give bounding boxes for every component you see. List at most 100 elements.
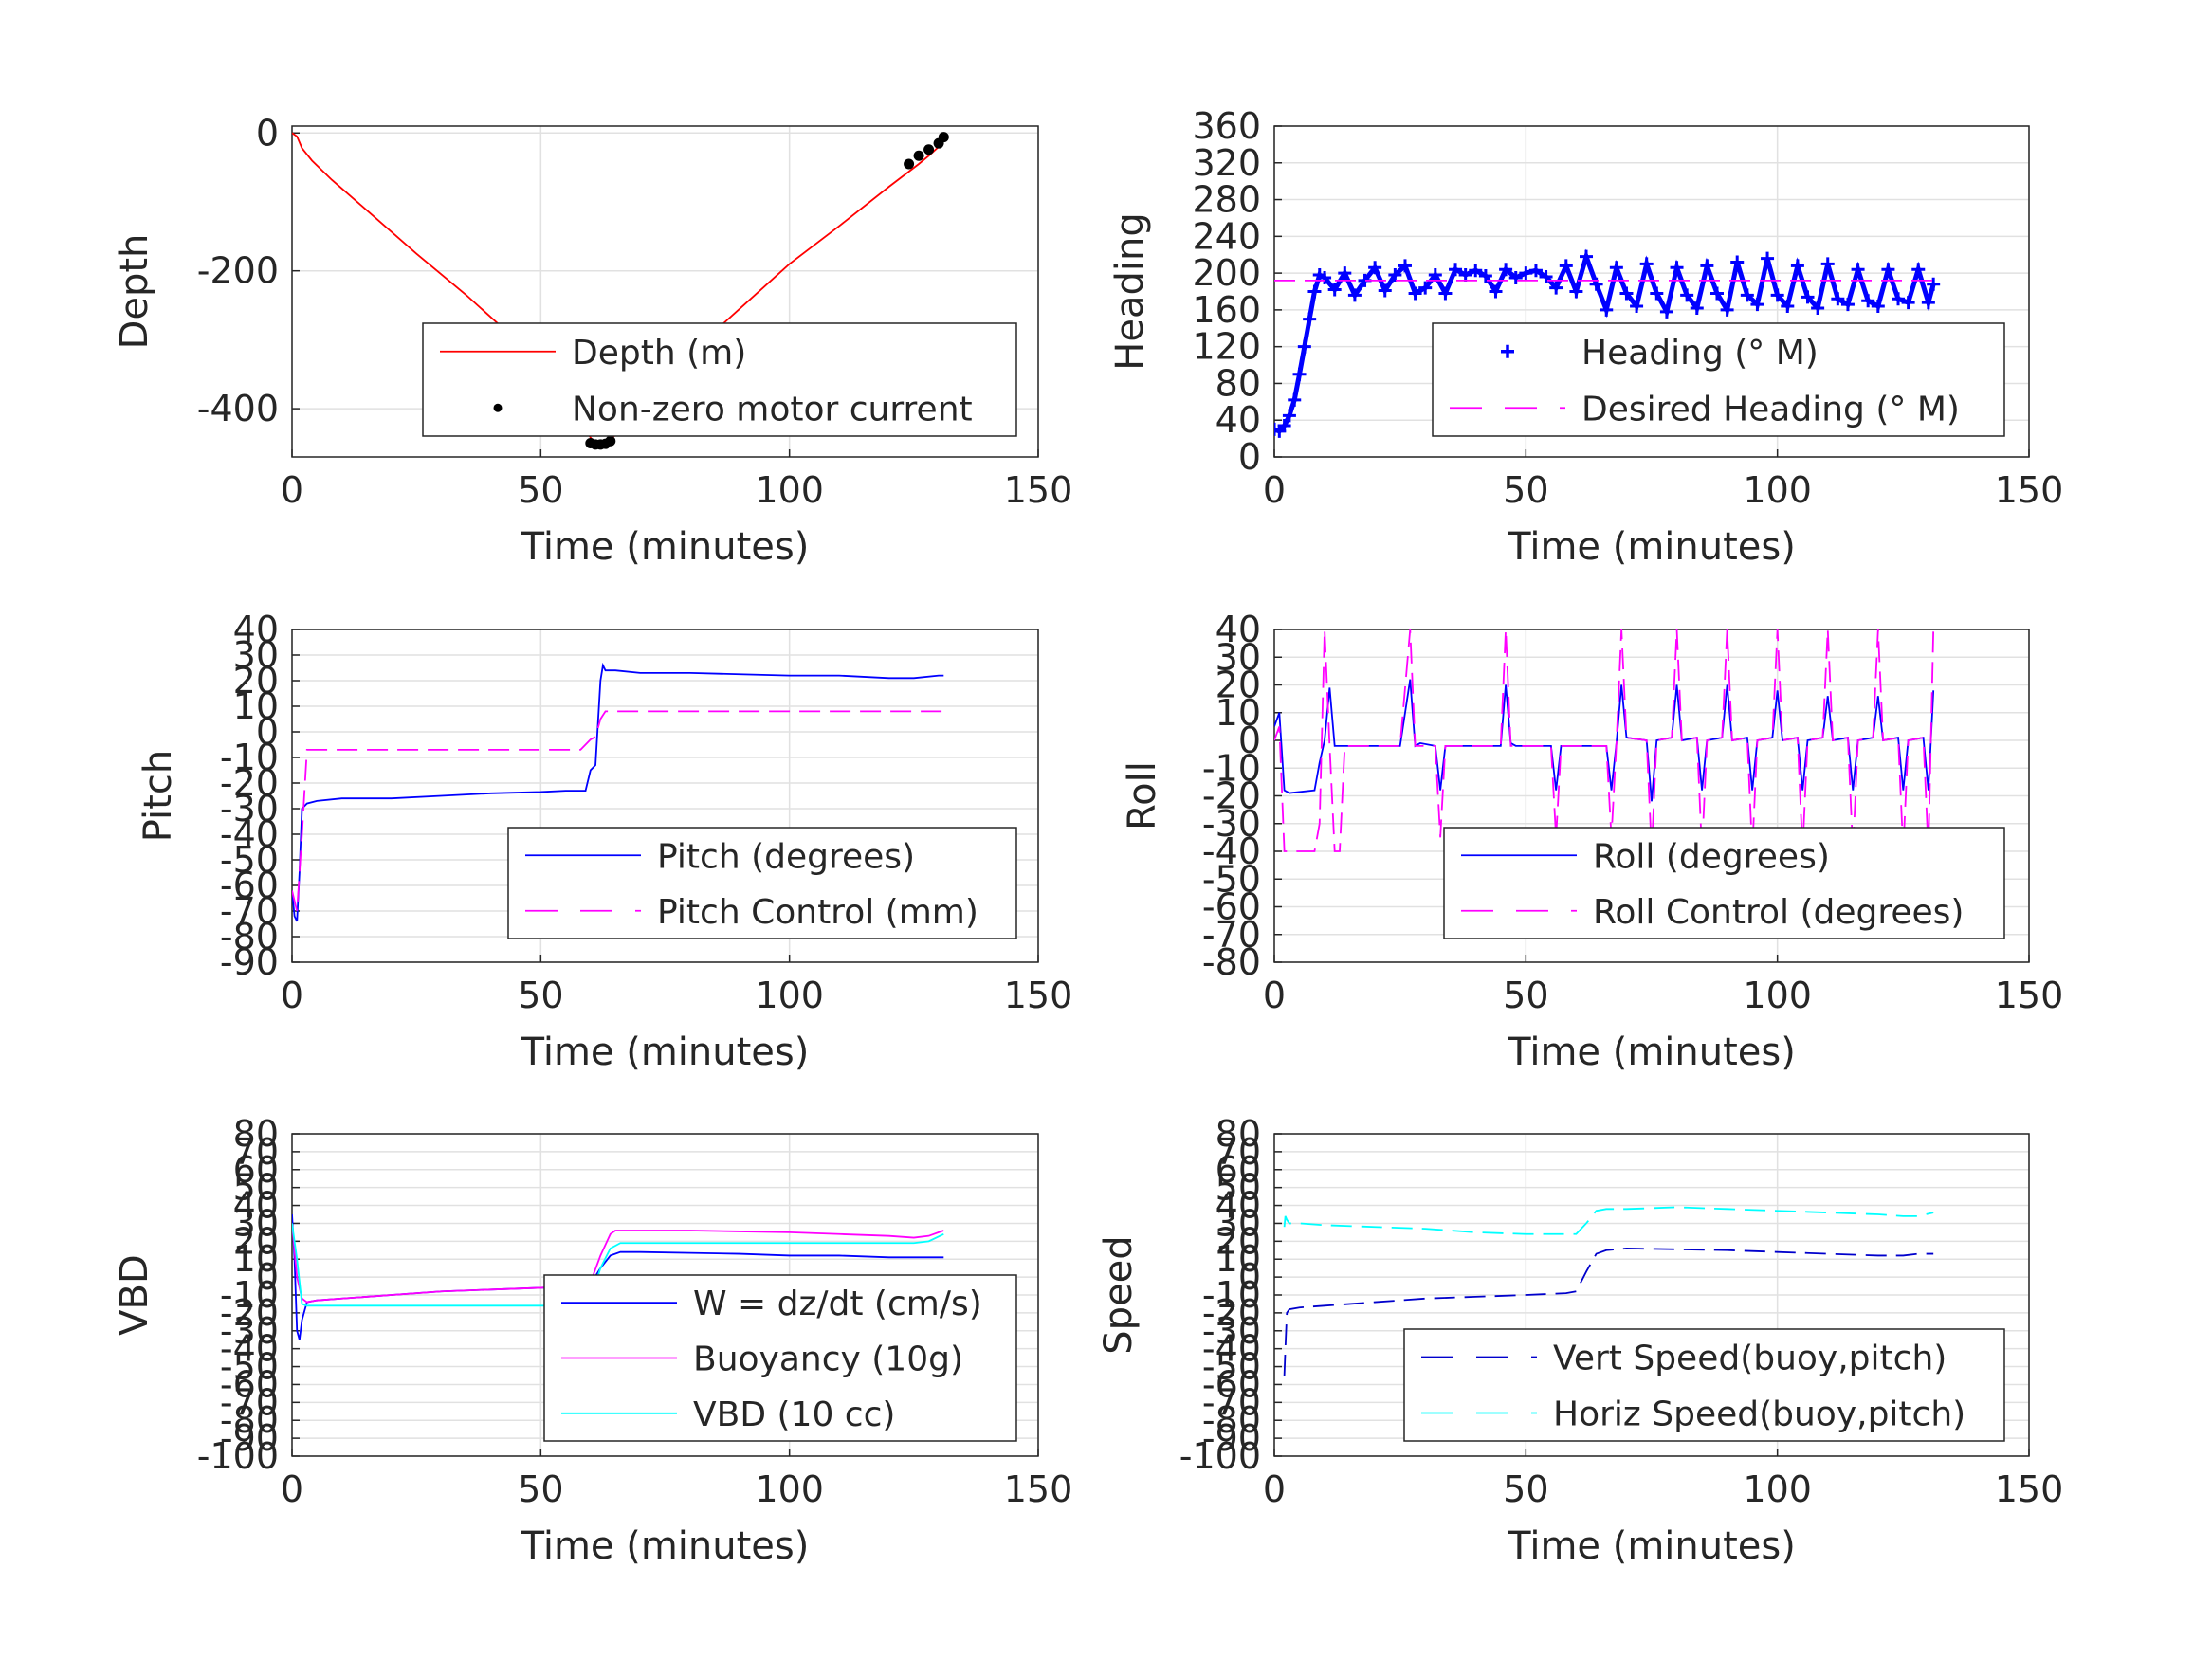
legend-label: Depth (m) (572, 334, 746, 373)
vbd-ylabel: VBD (113, 1254, 156, 1336)
data-point (1589, 277, 1603, 291)
legend-box (1432, 322, 2005, 437)
y-tick-label: 60 (233, 1149, 279, 1191)
y-tick-label: -30 (220, 1310, 279, 1352)
legend-label: Desired Heading (° M) (1581, 390, 1960, 428)
y-tick-label: -80 (220, 916, 279, 957)
data-point (1790, 259, 1804, 273)
depth-plot-area (292, 132, 949, 450)
y-tick-label: 30 (1216, 636, 1261, 678)
y-tick-label: 60 (1216, 1149, 1261, 1191)
vbd-series-2 (292, 1223, 944, 1304)
y-tick-label: 20 (1216, 665, 1261, 706)
data-point (1619, 286, 1634, 301)
data-point (913, 150, 924, 161)
y-tick-label: -40 (220, 1328, 279, 1370)
data-point (938, 132, 949, 143)
y-tick-label: 0 (256, 112, 279, 154)
depth-legend: Depth (m) Non-zero motor current (422, 322, 1017, 437)
data-point (1670, 261, 1684, 275)
y-tick-label: -10 (220, 737, 279, 778)
data-point (1820, 257, 1835, 271)
y-tick-label: -100 (1179, 1435, 1261, 1477)
data-point (1288, 392, 1302, 407)
data-point (904, 158, 915, 170)
y-tick-label: -200 (197, 250, 279, 292)
data-point (1690, 301, 1704, 315)
y-tick-label: -20 (1202, 775, 1261, 817)
x-tick-label: 100 (1743, 469, 1812, 511)
x-tick-label: 0 (1263, 1468, 1286, 1510)
x-tick-label: 150 (1004, 975, 1073, 1016)
y-tick-label: 80 (1216, 1113, 1261, 1155)
y-tick-label: 40 (1216, 1185, 1261, 1227)
data-point (1609, 261, 1623, 275)
data-point (1559, 259, 1573, 273)
x-tick-label: 0 (281, 469, 303, 511)
y-tick-label: -70 (1202, 914, 1261, 956)
data-point (605, 435, 616, 447)
y-tick-label: -70 (220, 890, 279, 932)
data-point (1388, 268, 1402, 283)
y-tick-label: 30 (233, 1202, 279, 1244)
data-point (1478, 269, 1492, 283)
y-tick-label: -80 (220, 1399, 279, 1441)
speed-series-2 (1283, 1206, 1934, 1235)
data-point (1770, 288, 1784, 302)
data-point (1489, 284, 1503, 299)
roll-chart: 0 50 100 150403020100-10-20-30-40-50-60-70-… (1121, 609, 2063, 1074)
y-tick-label: 360 (1192, 105, 1261, 147)
legend-label: Pitch Control (mm) (657, 893, 978, 932)
legend-marker (493, 403, 503, 412)
legend-box (422, 322, 1017, 437)
x-tick-label: 50 (1503, 1468, 1548, 1510)
data-point (923, 144, 935, 155)
y-tick-label: -90 (220, 1417, 279, 1459)
data-point (1801, 290, 1815, 304)
y-tick-label: -40 (220, 813, 279, 855)
y-tick-label: -80 (1202, 941, 1261, 983)
pitch-plot-area (292, 662, 944, 922)
data-point (1499, 263, 1513, 277)
y-tick-label: 10 (1216, 1238, 1261, 1280)
y-tick-label: 40 (1216, 609, 1261, 650)
y-tick-label: -90 (220, 941, 279, 983)
data-point (1730, 255, 1745, 269)
speed-legend: Vert Speed(buoy,pitch) Horiz Speed(buoy,p… (1403, 1328, 2005, 1442)
legend-box (507, 827, 1017, 939)
pitch-xlabel: Time (minutes) (521, 1030, 810, 1074)
y-tick-label: 80 (233, 1113, 279, 1155)
y-tick-label: -50 (220, 839, 279, 881)
data-point (1303, 312, 1317, 326)
y-tick-label: 0 (1238, 1256, 1261, 1298)
legend-box (1443, 827, 2005, 939)
y-tick-label: 20 (233, 660, 279, 702)
pitch-series-1 (292, 662, 944, 922)
y-tick-label: 70 (233, 1131, 279, 1173)
data-point (1408, 286, 1422, 301)
x-tick-label: 100 (755, 1468, 824, 1510)
y-tick-label: -90 (1202, 1417, 1261, 1459)
legend-label: Roll Control (degrees) (1593, 893, 1964, 932)
heading-xlabel: Time (minutes) (1507, 525, 1796, 569)
data-point (1680, 288, 1694, 302)
y-tick-label: 20 (233, 1220, 279, 1262)
data-point (1851, 263, 1865, 277)
data-point (1327, 283, 1342, 297)
x-tick-label: 150 (1995, 469, 2064, 511)
data-point (1650, 286, 1664, 301)
y-tick-label: 200 (1192, 252, 1261, 294)
y-tick-label: 120 (1192, 326, 1261, 368)
data-point (1831, 292, 1845, 306)
y-tick-label: -10 (1202, 1274, 1261, 1316)
y-tick-label: -50 (1202, 858, 1261, 900)
legend-label: Buoyancy (10g) (693, 1340, 963, 1379)
vbd-series-3 (292, 1223, 944, 1307)
data-point (1600, 302, 1614, 317)
legend-label: Roll (degrees) (1593, 837, 1830, 876)
y-tick-label: -40 (1202, 1328, 1261, 1370)
x-tick-label: 150 (1995, 1468, 2064, 1510)
data-point (1921, 296, 1935, 310)
pitch-ylabel: Pitch (137, 750, 180, 842)
